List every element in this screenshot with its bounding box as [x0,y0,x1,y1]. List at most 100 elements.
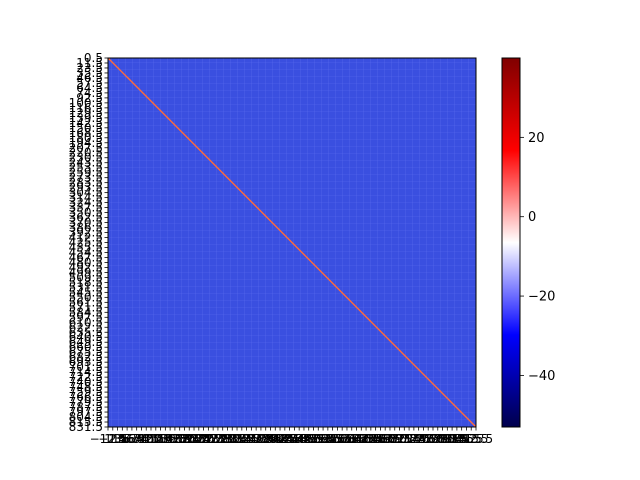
x-tick-label: 499.5 [301,432,335,446]
x-tick-label: 230.5 [191,432,225,446]
x-tick-label: 759.5 [416,432,450,446]
y-tick-label: 253.5 [69,161,103,175]
x-tick-label: 35.5 [114,432,141,446]
x-tick-label: 815.5 [444,432,478,446]
x-tick-label: 722.5 [401,432,435,446]
y-axis-ticks: 0.511.523.535.546.557.564.574.592.5100.5… [69,51,108,434]
x-tick-label: 293.5 [220,432,254,446]
y-tick-label: 531.5 [69,280,103,294]
colorbar-gradient [501,57,521,428]
x-tick-label: 787.5 [430,432,464,446]
x-tick-label: 610.5 [349,432,383,446]
y-tick-label: 57.5 [76,76,103,90]
colorbar-ticks: −40 −20 0 20 [520,131,555,384]
x-tick-label: 129.5 [148,432,182,446]
x-tick-label: 531.5 [315,432,349,446]
y-tick-label: 230.5 [69,151,103,165]
y-tick-label: 207.5 [69,141,103,155]
y-tick-label: 220.5 [69,146,103,160]
colorbar-tick-label: 0 [528,210,536,225]
y-tick-label: 283.5 [69,176,103,190]
y-tick-label: 815.5 [69,415,103,429]
y-tick-label: 584.5 [69,305,103,319]
x-tick-label: 748.5 [411,432,445,446]
x-tick-label: 467.5 [287,432,321,446]
y-tick-label: 622.5 [69,320,103,334]
y-tick-label: 142.5 [69,116,103,130]
y-tick-label: 518.5 [69,275,103,289]
y-tick-label: 350.5 [69,206,103,220]
x-tick-label: 855.5 [459,432,493,446]
y-tick-label: 545.5 [69,285,103,299]
x-tick-label: 435.5 [277,432,311,446]
y-tick-label: 759.5 [69,385,103,399]
x-tick-label: 46.5 [119,432,146,446]
colorbar-tick-label: 20 [528,131,545,146]
x-tick-label: −12.5 [90,432,127,446]
y-tick-label: 370.5 [69,216,103,230]
x-tick-label: 220.5 [186,432,220,446]
heatmap-diagonal [107,57,477,428]
x-tick-label: 675.5 [378,432,412,446]
x-tick-label: 304.5 [225,432,259,446]
colorbar-tick-label: −40 [528,369,555,384]
y-tick-label: 740.5 [69,375,103,389]
x-tick-label: 180.5 [172,432,206,446]
y-tick-label: 425.5 [69,236,103,250]
y-tick-label: 435.5 [69,240,103,254]
x-tick-label: 259.5 [206,432,240,446]
y-tick-label: 304.5 [69,186,103,200]
y-tick-label: 116.5 [69,101,103,115]
x-tick-label: 100.5 [139,432,173,446]
y-tick-label: 682.5 [69,350,103,364]
y-tick-label: 0.5 [84,51,103,65]
colorbar-tick-label: −20 [528,290,555,305]
x-tick-label: 412.5 [268,432,302,446]
y-tick-label: 412.5 [69,231,103,245]
x-tick-label: 518.5 [311,432,345,446]
y-tick-label: 454.5 [69,245,103,259]
x-tick-label: 425.5 [272,432,306,446]
y-tick-label: 386.5 [69,221,103,235]
x-tick-label: 314.5 [229,432,263,446]
heatmap-panel [107,57,477,428]
y-tick-label: 701.5 [69,360,103,374]
x-tick-label: 139.5 [153,432,187,446]
y-tick-label: 46.5 [76,71,103,85]
y-tick-label: 392.5 [69,226,103,240]
y-tick-label: 797.5 [69,405,103,419]
y-tick-label: 779.5 [69,395,103,409]
y-tick-label: 324.5 [69,196,103,210]
x-tick-label: 350.5 [244,432,278,446]
x-tick-label: 693.5 [387,432,421,446]
x-tick-label: 454.5 [282,432,316,446]
x-axis-ticks: −12.5−1.511.523.535.546.557.564.574.592.… [90,427,493,446]
y-tick-label: 100.5 [69,96,103,110]
y-tick-label: 635.5 [69,325,103,339]
x-tick-label: 392.5 [263,432,297,446]
y-tick-label: 649.5 [69,335,103,349]
x-tick-label: 273.5 [210,432,244,446]
x-tick-label: 682.5 [382,432,416,446]
x-tick-label: 597.5 [344,432,378,446]
y-tick-label: 571.5 [69,300,103,314]
x-tick-label: 207.5 [182,432,216,446]
x-tick-label: 701.5 [392,432,426,446]
x-tick-label: 23.5 [109,432,136,446]
y-tick-label: 480.5 [69,255,103,269]
x-tick-label: 545.5 [320,432,354,446]
y-tick-label: 610.5 [69,315,103,329]
y-tick-label: 492.5 [69,260,103,274]
x-tick-label: 640.5 [363,432,397,446]
y-tick-label: 675.5 [69,345,103,359]
x-tick-label: 362.5 [249,432,283,446]
x-tick-label: 386.5 [258,432,292,446]
x-tick-label: 584.5 [339,432,373,446]
x-tick-label: 283.5 [215,432,249,446]
y-tick-label: 787.5 [69,400,103,414]
y-tick-label: 273.5 [69,171,103,185]
y-tick-label: 74.5 [76,86,103,100]
x-tick-label: 243.5 [196,432,230,446]
y-tick-label: 259.5 [69,166,103,180]
x-tick-label: 492.5 [296,432,330,446]
